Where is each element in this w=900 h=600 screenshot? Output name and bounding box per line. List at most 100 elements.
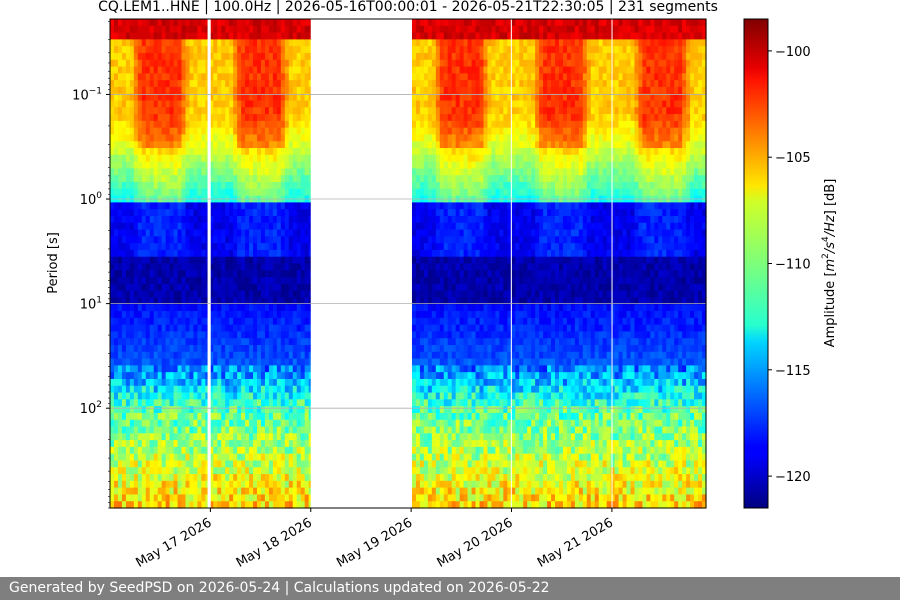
heatmap-cell xyxy=(272,19,278,27)
heatmap-cell xyxy=(475,93,481,102)
heatmap-cell xyxy=(149,168,155,176)
heatmap-cell xyxy=(129,175,135,183)
heatmap-cell xyxy=(288,263,294,271)
heatmap-cell xyxy=(455,460,461,468)
heatmap-cell xyxy=(153,345,159,353)
heatmap-cell xyxy=(419,324,425,333)
heatmap-cell xyxy=(475,426,481,434)
heatmap-cell xyxy=(479,440,485,448)
heatmap-cell xyxy=(117,66,123,74)
heatmap-cell xyxy=(419,154,425,163)
heatmap-cell xyxy=(110,107,115,115)
heatmap-cell xyxy=(260,372,266,380)
heatmap-cell xyxy=(479,378,485,387)
heatmap-cell xyxy=(113,480,119,489)
heatmap-cell xyxy=(292,215,298,224)
heatmap-cell xyxy=(427,501,433,509)
heatmap-cell xyxy=(241,243,246,251)
heatmap-cell xyxy=(121,297,127,305)
heatmap-cell xyxy=(149,182,155,190)
heatmap-cell xyxy=(241,86,246,95)
heatmap-cell xyxy=(173,270,179,278)
heatmap-cell xyxy=(411,440,417,448)
heatmap-cell xyxy=(229,100,234,108)
heatmap-cell xyxy=(169,114,175,122)
heatmap-cell xyxy=(233,256,238,265)
heatmap-cell xyxy=(447,215,453,224)
heatmap-cell xyxy=(292,419,298,428)
heatmap-cell xyxy=(217,412,222,421)
heatmap-cell xyxy=(415,385,421,394)
heatmap-cell xyxy=(157,270,163,278)
heatmap-cell xyxy=(296,32,302,40)
heatmap-cell xyxy=(245,141,250,149)
heatmap-cell xyxy=(288,168,294,176)
heatmap-cell xyxy=(459,358,465,366)
heatmap-cell xyxy=(455,419,461,428)
heatmap-cell xyxy=(221,222,226,231)
heatmap-cell xyxy=(137,80,143,88)
heatmap-cell xyxy=(253,399,258,407)
heatmap-cell xyxy=(165,297,171,305)
heatmap-cell xyxy=(471,114,477,122)
heatmap-cell xyxy=(189,358,195,366)
heatmap-cell xyxy=(272,86,278,95)
heatmap-cell xyxy=(177,39,183,47)
heatmap-cell xyxy=(427,338,433,346)
heatmap-cell xyxy=(423,52,429,61)
heatmap-cell xyxy=(133,338,139,346)
heatmap-cell xyxy=(451,365,457,373)
heatmap-cell xyxy=(237,406,242,414)
heatmap-cell xyxy=(125,80,131,88)
heatmap-cell xyxy=(304,148,310,156)
heatmap-cell xyxy=(113,19,119,27)
heatmap-cell xyxy=(133,474,139,482)
heatmap-cell xyxy=(288,134,294,142)
heatmap-cell xyxy=(229,120,234,129)
heatmap-cell xyxy=(189,141,195,149)
heatmap-cell xyxy=(455,467,461,475)
heatmap-cell xyxy=(292,66,298,74)
heatmap-cell xyxy=(213,215,218,224)
heatmap-cell xyxy=(177,372,183,380)
heatmap-cell xyxy=(113,39,119,47)
heatmap-cell xyxy=(431,215,437,224)
heatmap-cell xyxy=(129,338,135,346)
heatmap-cell xyxy=(209,297,214,305)
heatmap-cell xyxy=(129,399,135,407)
heatmap-cell xyxy=(431,297,437,305)
heatmap-cell xyxy=(455,311,461,319)
heatmap-cell xyxy=(455,114,461,122)
heatmap-cell xyxy=(253,134,258,142)
heatmap-cell xyxy=(479,460,485,468)
heatmap-cell xyxy=(221,399,226,407)
heatmap-cell xyxy=(292,338,298,346)
heatmap-cell xyxy=(439,277,445,285)
heatmap-cell xyxy=(237,351,242,360)
heatmap-cell xyxy=(276,311,282,319)
heatmap-cell xyxy=(451,32,457,40)
heatmap-cell xyxy=(229,270,234,278)
heatmap-cell xyxy=(141,263,147,271)
heatmap-cell xyxy=(145,446,151,455)
heatmap-cell xyxy=(161,378,167,387)
heatmap-cell xyxy=(213,324,218,333)
heatmap-cell xyxy=(459,175,465,183)
heatmap-cell xyxy=(415,188,421,197)
heatmap-cell xyxy=(177,494,183,502)
heatmap-cell xyxy=(300,392,306,400)
heatmap-cell xyxy=(268,338,274,346)
heatmap-cell xyxy=(296,209,302,217)
heatmap-cell xyxy=(288,283,294,292)
heatmap-cell xyxy=(471,168,477,176)
heatmap-cell xyxy=(173,46,179,54)
heatmap-cell xyxy=(193,107,199,115)
heatmap-cell xyxy=(439,127,445,136)
heatmap-cell xyxy=(165,52,171,61)
heatmap-cell xyxy=(431,440,437,448)
heatmap-cell xyxy=(229,222,234,231)
heatmap-cell xyxy=(193,100,199,108)
heatmap-cell xyxy=(419,141,425,149)
heatmap-cell xyxy=(141,249,147,258)
heatmap-cell xyxy=(225,222,230,231)
